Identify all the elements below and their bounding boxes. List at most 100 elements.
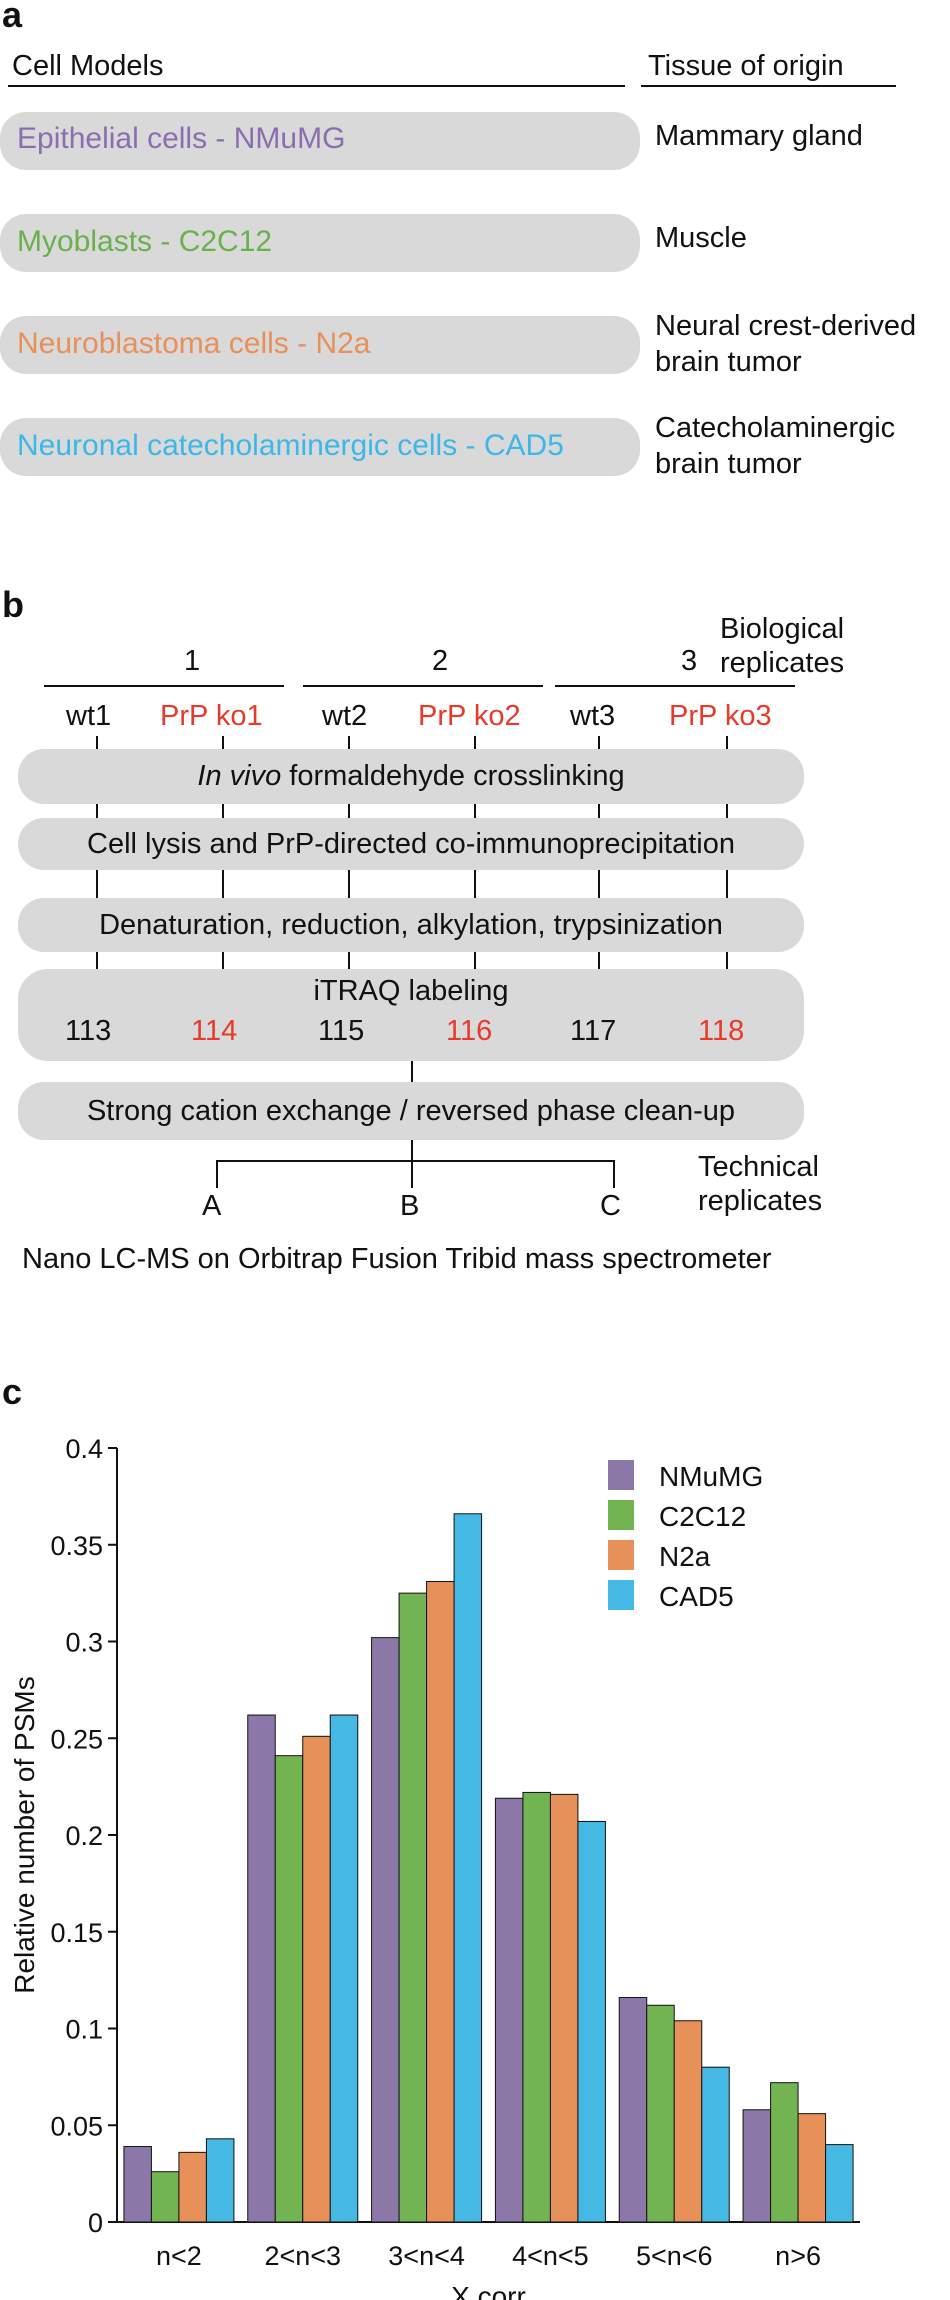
legend-label: C2C12: [659, 1501, 746, 1532]
bar-nmumg: [494, 1797, 524, 2223]
legend-swatch-nmumg: [608, 1460, 634, 1490]
y-tick-label: 0.35: [50, 1531, 103, 1561]
final-ms-step: Nano LC-MS on Orbitrap Fusion Tribid mas…: [22, 1243, 772, 1275]
connector-tick: [96, 736, 98, 750]
sample-prp-ko2: PrP ko2: [418, 700, 521, 732]
tissue-label: Neural crest-derived brain tumor: [655, 308, 916, 380]
connector-tick: [222, 804, 224, 818]
replicate-3-rule: [555, 685, 795, 687]
tissue-line: Catecholaminergic: [655, 412, 896, 444]
step-itraq: iTRAQ labeling: [18, 969, 804, 1061]
itraq-channel: 116: [446, 1015, 493, 1047]
biological-label-line: Biological: [720, 613, 845, 645]
tissue-line: Muscle: [655, 222, 747, 254]
itraq-label: iTRAQ labeling: [313, 975, 509, 1007]
bracket-stem: [411, 1140, 413, 1188]
crosslinking-text: formaldehyde crosslinking: [281, 760, 625, 792]
connector-tick: [726, 952, 728, 970]
y-tick-label: 0.2: [65, 1821, 103, 1851]
cell-model-label: Neuroblastoma cells - N2a: [17, 327, 371, 360]
step-crosslinking: In vivo formaldehyde crosslinking: [18, 749, 804, 804]
y-tick-label: 0.25: [50, 1724, 103, 1754]
cell-models-rule: [8, 85, 625, 87]
in-vivo-italic: In vivo: [197, 760, 282, 792]
sample-prp-ko1: PrP ko1: [160, 700, 263, 732]
cell-model-label: Epithelial cells - NMuMG: [17, 122, 346, 155]
legend-swatch-n2a: [608, 1540, 634, 1570]
itraq-channel: 117: [570, 1015, 617, 1047]
psm-bar-chart: 0 0.05 0.1 0.15 0.2 0.25 0.3 0.35 0.4 n<2 2<n<3 3<n…: [9, 1434, 860, 2300]
technical-replicate-b: B: [400, 1190, 420, 1222]
x-axis-label: X corr: [451, 2281, 526, 2300]
y-tick-label: 0: [88, 2208, 103, 2238]
x-tick-label: n<2: [156, 2241, 202, 2271]
bar-n2a: [426, 1581, 455, 2223]
tissue-label: Mammary gland: [655, 118, 863, 154]
x-tick-label: 5<n<6: [636, 2241, 713, 2271]
connector-tick: [411, 1061, 413, 1083]
bar-cad5: [825, 2144, 854, 2223]
step-cleanup: Strong cation exchange / reversed phase …: [18, 1082, 804, 1140]
bar-nmumg: [742, 2109, 772, 2223]
bar-n2a: [797, 2113, 827, 2223]
legend-label: CAD5: [659, 1581, 734, 1612]
technical-replicate-c: C: [600, 1190, 621, 1222]
bar-c2c12: [150, 2171, 180, 2223]
connector-tick: [222, 870, 224, 898]
bracket-leg-a: [216, 1160, 218, 1188]
connector-tick: [222, 736, 224, 750]
itraq-channel: 113: [65, 1015, 112, 1047]
cell-model-row-4: Neuronal catecholaminergic cells - CAD5: [0, 418, 640, 476]
y-tick-label: 0.1: [65, 2015, 103, 2045]
cell-model-row-3: Neuroblastoma cells - N2a: [0, 316, 640, 374]
step-denaturation: Denaturation, reduction, alkylation, try…: [18, 898, 804, 952]
legend-label: NMuMG: [659, 1461, 763, 1492]
bar-cad5: [329, 1714, 359, 2223]
biological-replicates-label: Biological replicates: [720, 612, 844, 680]
bar-c2c12: [274, 1755, 304, 2223]
connector-tick: [96, 870, 98, 898]
bar-n2a: [549, 1793, 579, 2223]
connector-tick: [726, 736, 728, 750]
connector-tick: [726, 804, 728, 818]
sample-wt2: wt2: [322, 700, 368, 732]
technical-label-line: replicates: [698, 1185, 823, 1217]
bar-c2c12: [646, 2004, 675, 2223]
connector-tick: [474, 870, 476, 898]
connector-tick: [222, 952, 224, 970]
tissue-line: Mammary gland: [655, 120, 863, 152]
itraq-channel: 114: [191, 1015, 238, 1047]
connector-tick: [348, 870, 350, 898]
technical-replicate-a: A: [202, 1190, 222, 1222]
sample-prp-ko3: PrP ko3: [669, 700, 772, 732]
panel-c-letter: c: [2, 1371, 23, 1412]
cell-models-header: Cell Models: [12, 50, 164, 82]
y-axis-label: Relative number of PSMs: [9, 1676, 40, 1993]
y-tick-label: 0.4: [65, 1434, 103, 1464]
bar-nmumg: [371, 1637, 400, 2223]
tissue-line: brain tumor: [655, 346, 802, 378]
replicate-2-rule: [303, 685, 543, 687]
bar-c2c12: [398, 1592, 428, 2223]
bar-n2a: [673, 2020, 703, 2223]
technical-label-line: Technical: [698, 1151, 819, 1183]
bar-cad5: [453, 1513, 483, 2223]
bar-nmumg: [123, 2146, 152, 2223]
replicate-1-rule: [44, 685, 284, 687]
connector-tick: [598, 952, 600, 970]
connector-tick: [598, 804, 600, 818]
connector-tick: [96, 804, 98, 818]
itraq-channel: 115: [318, 1015, 365, 1047]
connector-tick: [598, 736, 600, 750]
bar-cad5: [577, 1820, 606, 2223]
tissue-label: Catecholaminergic brain tumor: [655, 410, 895, 482]
connector-tick: [726, 870, 728, 898]
bar-n2a: [178, 2151, 207, 2223]
connector-tick: [598, 870, 600, 898]
connector-tick: [474, 804, 476, 818]
replicate-number: 2: [432, 645, 449, 677]
cell-model-row-1: Epithelial cells - NMuMG: [0, 112, 640, 170]
legend-swatch-cad5: [608, 1580, 634, 1610]
tissue-header: Tissue of origin: [648, 50, 844, 82]
tissue-label: Muscle: [655, 220, 747, 256]
